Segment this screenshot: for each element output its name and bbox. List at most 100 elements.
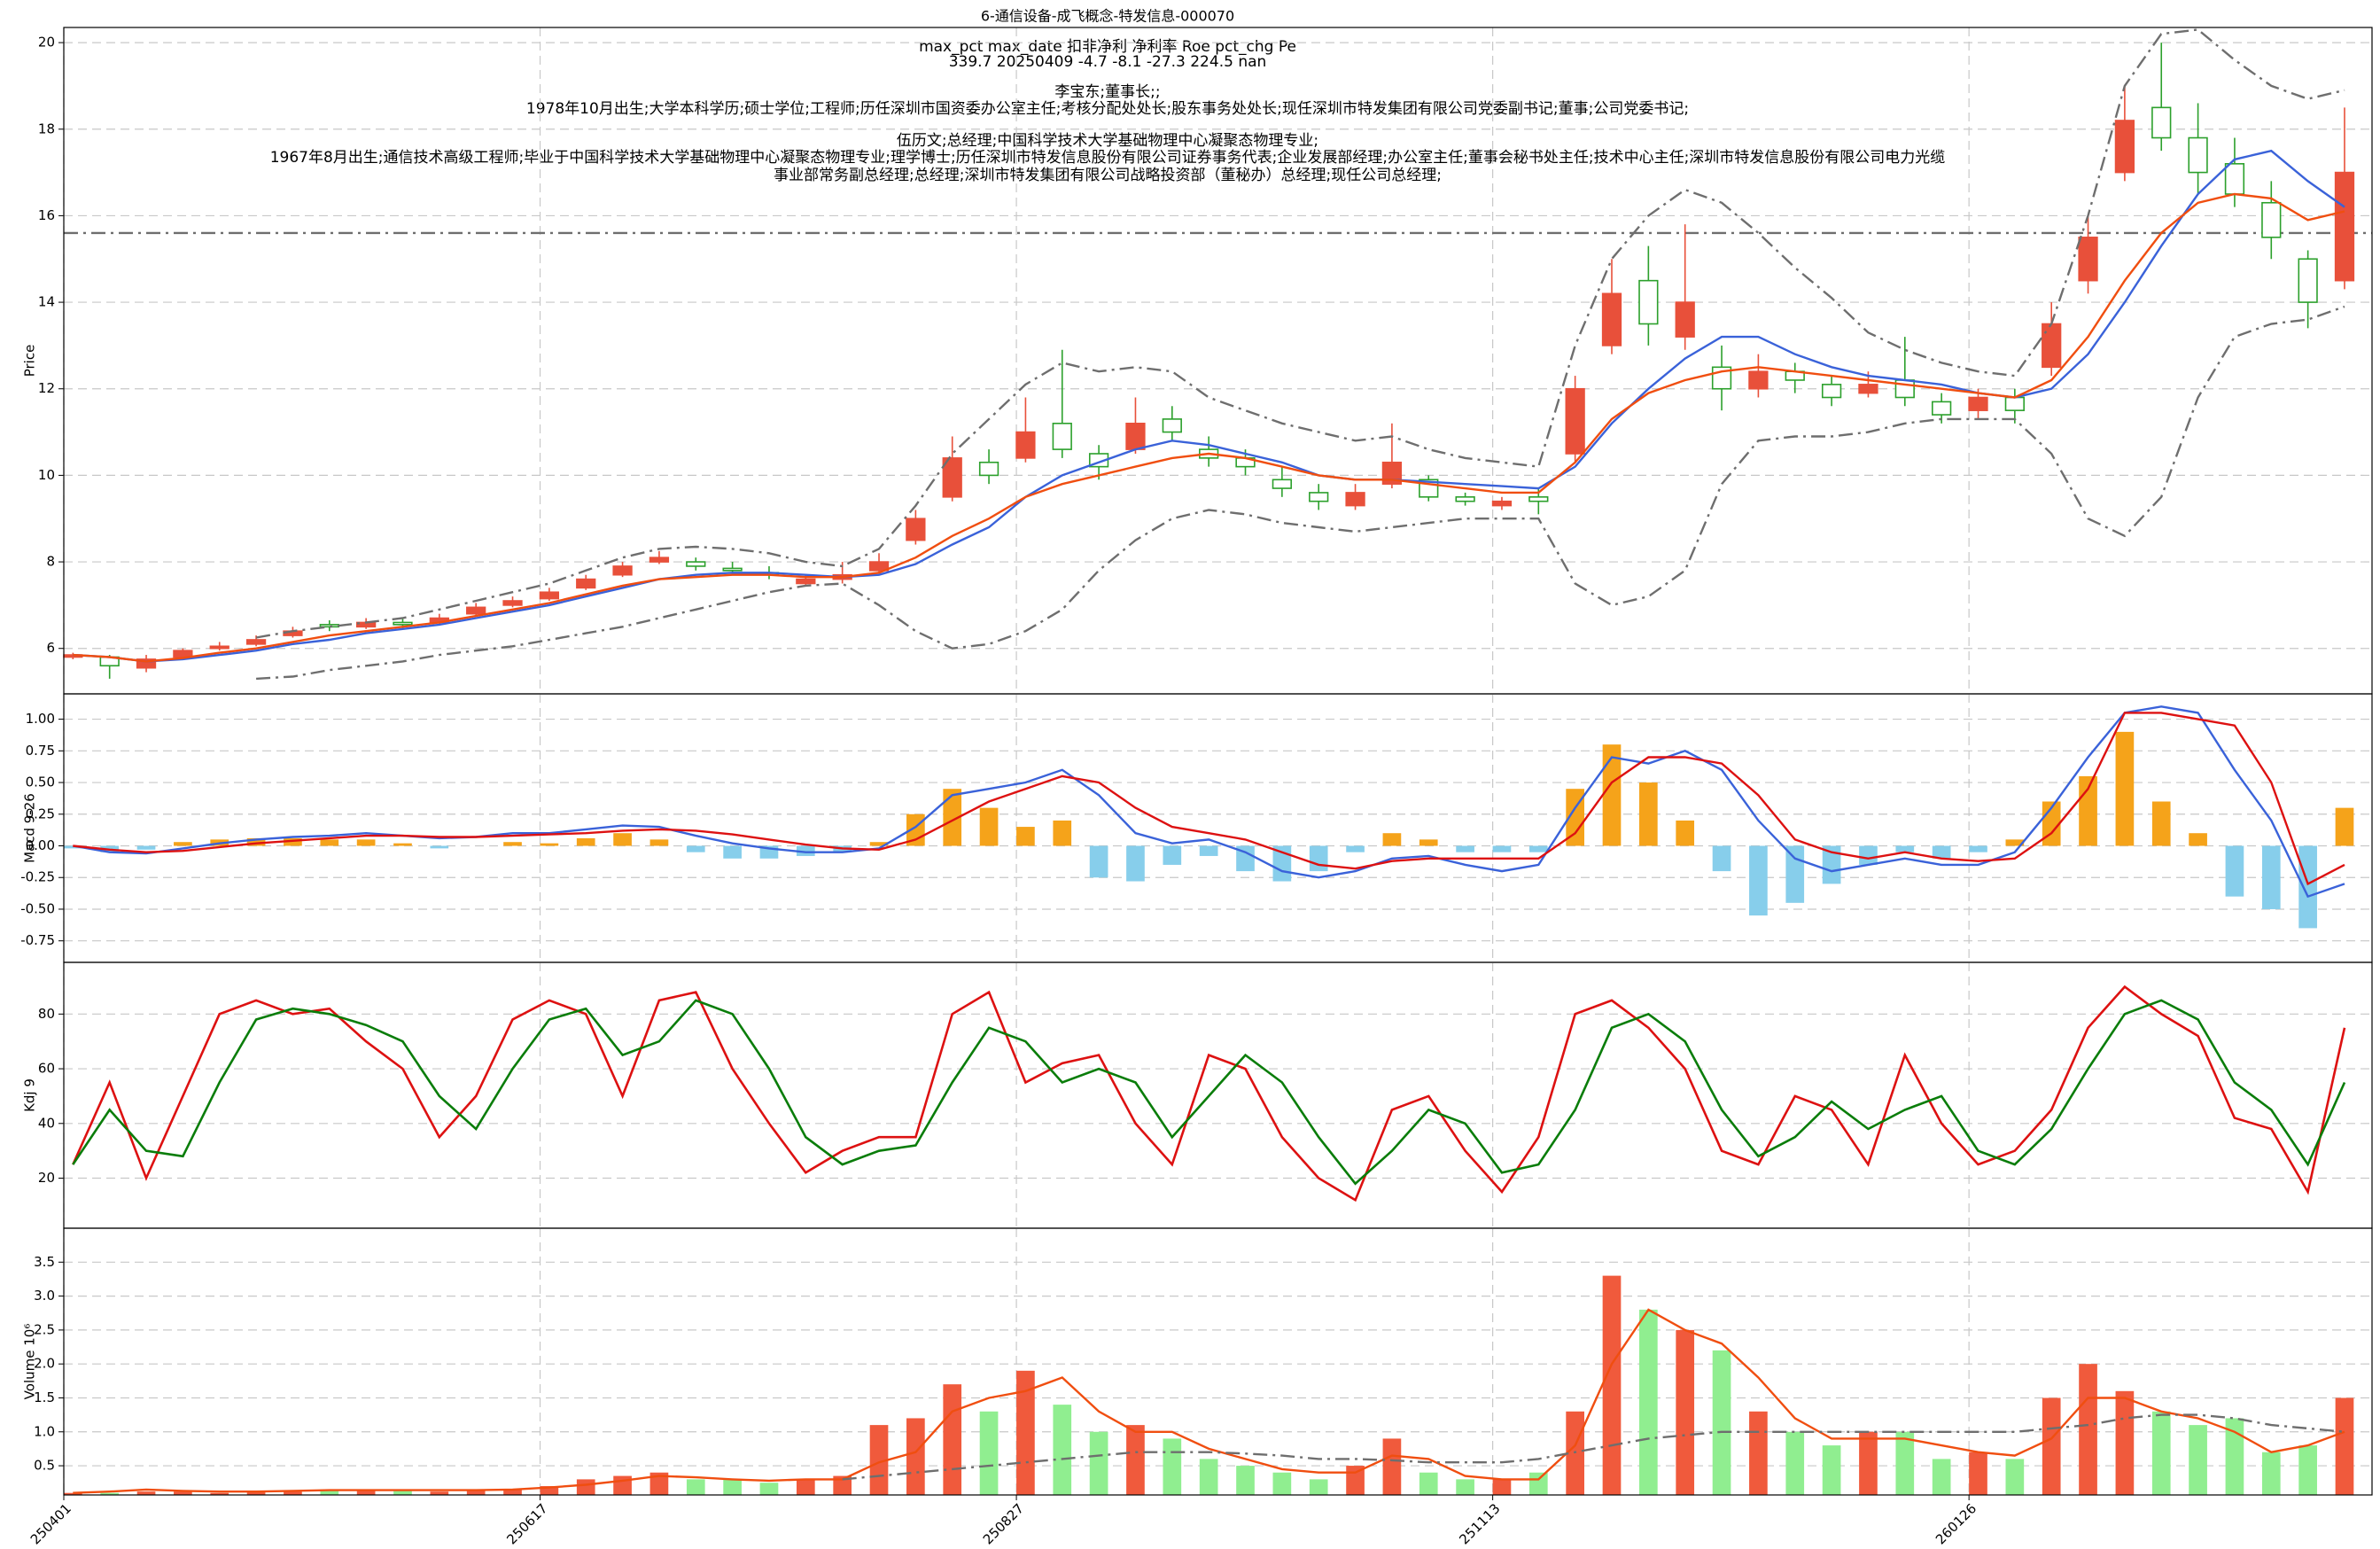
macd-bar: [649, 839, 669, 846]
candle-body: [1638, 279, 1659, 325]
macd-bar: [1382, 833, 1402, 846]
macd-bar: [723, 845, 742, 859]
chart-title: 6-通信设备-成飞概念-特发信息-000070: [981, 8, 1234, 25]
volume-bar: [576, 1479, 595, 1495]
line: [255, 28, 2345, 639]
line: [256, 305, 2345, 681]
macd-bar: [1126, 845, 1145, 882]
candle-body: [2188, 136, 2208, 174]
macd-bar: [1089, 845, 1108, 878]
candle-body: [1491, 500, 1513, 507]
macd-bar: [576, 837, 595, 846]
volume-bar: [979, 1411, 999, 1495]
macd-bar: [246, 837, 266, 846]
macd-bar: [174, 842, 192, 846]
volume-bar: [246, 1491, 266, 1495]
annotation: 伍历文;总经理;中国科学技术大学基础物理中心凝聚态物理专业;: [897, 132, 1318, 150]
macd-bar: [1712, 845, 1731, 872]
candle-body: [1968, 396, 1988, 411]
volume-bar: [136, 1491, 156, 1495]
candle-body: [1455, 496, 1475, 502]
volume-bar: [1676, 1329, 1695, 1495]
panel-frame: [63, 961, 2373, 1229]
y-tick-label: 20: [38, 35, 55, 51]
volume-bar: [2115, 1390, 2135, 1495]
y-tick-label: 16: [38, 207, 55, 223]
candle-body: [1309, 492, 1329, 502]
y-tick-label: 0.25: [26, 806, 55, 821]
volume-bar: [1932, 1459, 1951, 1495]
x-tick-label: 250827: [980, 1500, 1027, 1547]
volume-bar: [393, 1490, 412, 1495]
candle-body: [136, 658, 157, 669]
macd-bar: [1859, 845, 1878, 865]
macd-bar: [1309, 845, 1328, 872]
candle-body: [868, 561, 890, 572]
macd-bar: [1199, 845, 1218, 856]
candle-body: [1821, 384, 1842, 399]
volume-bar: [1859, 1431, 1878, 1495]
volume-bar: [1053, 1405, 1072, 1495]
macd-bar: [1456, 845, 1474, 852]
volume-bar: [1016, 1370, 1035, 1495]
y-tick-label: -0.75: [20, 932, 55, 948]
candle-body: [2224, 163, 2245, 195]
y-tick-label: 2.5: [34, 1321, 55, 1337]
line: [73, 712, 2345, 886]
y-tick-label: 12: [38, 380, 55, 396]
macd-bar: [1419, 839, 1438, 846]
volume-bar: [2225, 1418, 2244, 1495]
candle-body: [2004, 396, 2025, 411]
volume-bar: [174, 1491, 192, 1495]
y-tick-label: 14: [38, 294, 55, 310]
macd-bar: [869, 842, 889, 846]
macd-bar: [430, 845, 449, 849]
y-tick-label: 40: [38, 1115, 55, 1131]
annotation: 事业部常务副总经理;总经理;深圳市特发集团有限公司战略投资部（董秘办）总经理;现…: [774, 167, 1442, 184]
macd-bar: [503, 842, 522, 846]
macd-bar: [1602, 744, 1622, 846]
macd-bar: [64, 845, 82, 849]
candle-body: [1381, 461, 1403, 485]
volume-bar: [320, 1489, 339, 1495]
y-tick-label: 1.5: [34, 1389, 55, 1405]
volume-bar: [1199, 1459, 1218, 1495]
line: [72, 985, 2346, 1203]
annotation: 1978年10月出生;大学本科学历;硕士学位;工程师;历任深圳市国资委办公室主任…: [526, 100, 1689, 118]
volume-bar: [1528, 1472, 1548, 1495]
candle-body: [1162, 418, 1182, 433]
candle-body: [1528, 496, 1549, 502]
volume-bar: [1602, 1275, 1622, 1495]
annotation: 339.7 20250409 -4.7 -8.1 -27.3 224.5 nan: [949, 53, 1267, 71]
volume-bar: [796, 1479, 815, 1495]
macd-bar: [979, 807, 999, 846]
volume-bar: [2079, 1364, 2097, 1495]
volume-bar: [759, 1483, 779, 1495]
volume-bar: [100, 1492, 120, 1495]
macd-bar: [2261, 845, 2281, 909]
candle-body: [209, 645, 229, 650]
candle-body: [612, 565, 633, 576]
x-tick-label: 250617: [503, 1500, 550, 1547]
macd-bar: [1053, 820, 1072, 846]
volume-bar: [466, 1489, 486, 1495]
y-tick-label: 1.00: [26, 711, 55, 727]
annotation: 李宝东;董事长;;: [1054, 83, 1160, 101]
y-tick-label: 80: [38, 1006, 55, 1022]
volume-bar: [2042, 1397, 2061, 1495]
candle-body: [978, 461, 999, 477]
volume-bar: [1089, 1431, 1108, 1495]
volume-bar: [686, 1479, 705, 1495]
line: [73, 192, 2345, 663]
volume-bar: [1236, 1466, 1255, 1495]
candle-body: [2078, 237, 2098, 282]
macd-bar: [1785, 845, 1805, 903]
macd-bar: [2115, 731, 2135, 846]
y-tick-label: 0.5: [34, 1458, 55, 1474]
volume-bar: [2335, 1397, 2354, 1495]
y-tick-label: 0.75: [26, 743, 55, 759]
macd-bar: [1492, 845, 1512, 852]
macd-bar: [2298, 845, 2317, 929]
macd-bar: [136, 845, 156, 850]
